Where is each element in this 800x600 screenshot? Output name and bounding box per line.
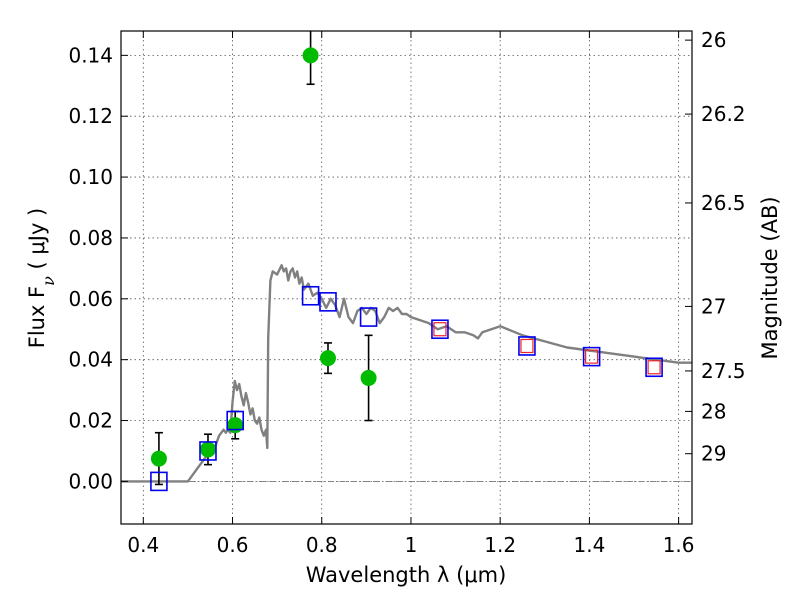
y2-tick-label: 26 bbox=[701, 28, 726, 52]
model-flux-square bbox=[431, 319, 449, 340]
model-flux-square bbox=[582, 346, 601, 367]
model-flux-square bbox=[199, 441, 217, 461]
y2-tick-label: 28 bbox=[701, 399, 726, 423]
y-tick-label: 0.02 bbox=[68, 409, 113, 433]
observed-flux-point bbox=[360, 369, 377, 386]
plot-frame bbox=[120, 30, 693, 525]
x-tick-label: 0.6 bbox=[217, 533, 249, 557]
y-axis-label: Flux Fν ( μJy ) bbox=[25, 208, 58, 349]
x-tick-label: 0.4 bbox=[127, 533, 159, 557]
y-axis-label-subscript: ν bbox=[39, 276, 58, 286]
model-flux-square bbox=[518, 336, 536, 356]
y2-tick-label: 27 bbox=[701, 294, 726, 318]
observed-flux-point bbox=[227, 417, 244, 434]
sed-model-line bbox=[121, 264, 692, 483]
model-flux-square bbox=[645, 357, 663, 378]
error-bars bbox=[154, 31, 373, 486]
grid-lines bbox=[121, 31, 692, 524]
y-tick-label: 0.08 bbox=[68, 226, 113, 250]
x-tick-label: 1 bbox=[405, 533, 418, 557]
model-nir-square bbox=[647, 360, 661, 375]
x-tick-label: 1.2 bbox=[484, 533, 516, 557]
observed-flux-point bbox=[150, 450, 167, 467]
y-tick-label: 0.04 bbox=[68, 348, 113, 372]
y2-tick-label: 26.5 bbox=[701, 191, 746, 215]
model-flux-square bbox=[319, 292, 337, 312]
model-nir-square bbox=[433, 322, 447, 337]
x-tick-label: 1.4 bbox=[573, 533, 605, 557]
y2-tick-label: 26.2 bbox=[701, 102, 746, 126]
y-axis-label-unit: ( μJy ) bbox=[25, 208, 49, 276]
observed-flux-point bbox=[319, 350, 336, 367]
observed-flux-point bbox=[302, 47, 319, 64]
x-axis-label: Wavelength λ (μm) bbox=[306, 563, 507, 587]
observed-flux-point bbox=[199, 441, 216, 458]
y-axis-label-main: Flux F bbox=[25, 286, 49, 348]
model-nir-square bbox=[520, 338, 534, 354]
model-flux-square bbox=[226, 410, 244, 431]
x-tick-label: 1.6 bbox=[663, 533, 695, 557]
y2-axis-label: Magnitude (AB) bbox=[758, 196, 782, 359]
model-flux-square bbox=[150, 471, 168, 492]
x-tick-label: 0.8 bbox=[306, 533, 338, 557]
model-flux-square bbox=[359, 307, 378, 327]
y-axis-ticks: 0.00 0.02 0.04 0.06 0.08 0.10 0.12 0.14 bbox=[68, 43, 128, 493]
y2-tick-label: 29 bbox=[701, 442, 726, 466]
y-tick-label: 0.12 bbox=[68, 104, 113, 128]
y-tick-label: 0.10 bbox=[68, 165, 113, 189]
y-tick-label: 0.06 bbox=[68, 287, 113, 311]
y2-tick-label: 27.5 bbox=[701, 359, 746, 383]
x-axis-ticks: 0.4 0.6 0.8 1 1.2 1.4 1.6 bbox=[127, 31, 695, 557]
data-markers bbox=[150, 47, 663, 492]
y2-axis-ticks: 26 26.2 26.5 27 27.5 28 29 bbox=[685, 28, 746, 466]
model-nir-square bbox=[585, 349, 599, 364]
model-flux-square bbox=[301, 285, 320, 306]
y-tick-label: 0.00 bbox=[68, 469, 113, 493]
y-tick-label: 0.14 bbox=[68, 43, 113, 67]
